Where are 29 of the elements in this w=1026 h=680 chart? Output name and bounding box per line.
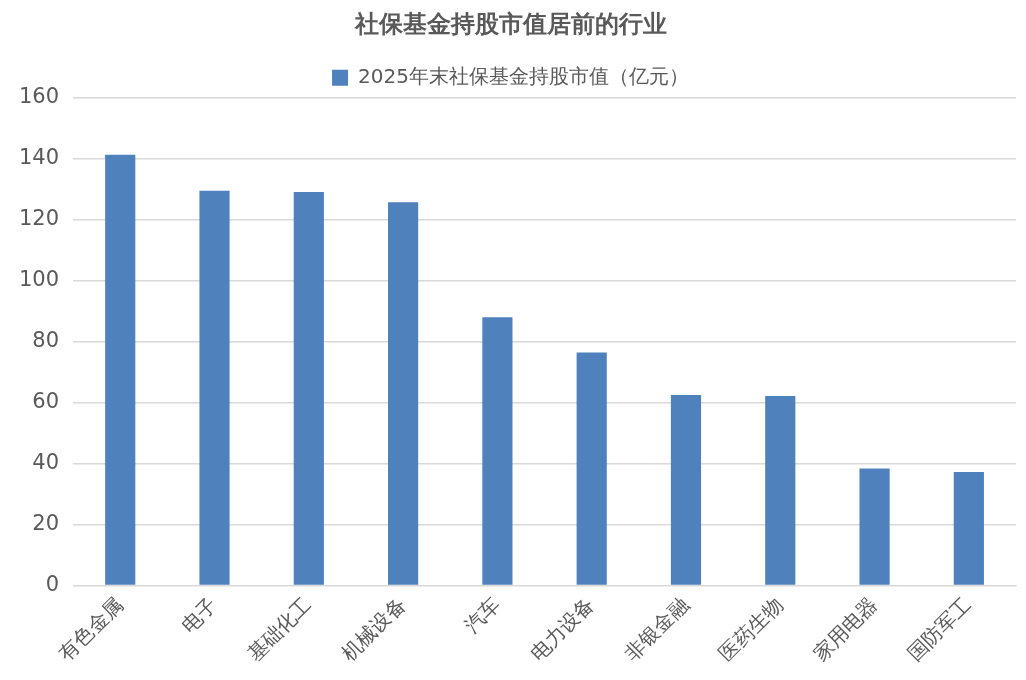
y-tick-label: 20 <box>32 510 60 535</box>
x-tick-label: 机械设备 <box>336 592 411 666</box>
y-tick-label: 140 <box>18 145 60 170</box>
x-tick-label: 家用电器 <box>808 592 882 666</box>
bar <box>293 191 324 585</box>
bar <box>859 468 890 585</box>
legend-label: 2025年末社保基金持股市值（亿元） <box>358 64 689 88</box>
y-tick-label: 80 <box>32 328 60 353</box>
bar <box>105 154 136 585</box>
x-tick-label: 国防军工 <box>902 592 977 666</box>
y-tick-label: 120 <box>18 206 60 231</box>
y-tick-label: 40 <box>32 450 60 474</box>
bar <box>953 472 984 585</box>
bar <box>576 352 607 585</box>
x-tick-label: 非银金融 <box>619 592 694 666</box>
x-tick-label: 医药生物 <box>713 592 788 666</box>
y-tick-label: 60 <box>32 389 60 414</box>
x-tick-label: 汽车 <box>459 592 505 638</box>
bar <box>765 395 796 585</box>
y-tick-label: 160 <box>18 84 60 109</box>
chart-title: 社保基金持股市值居前的行业 <box>353 9 667 38</box>
bar <box>388 202 419 585</box>
x-tick-label: 基础化工 <box>242 592 317 666</box>
x-tick-label: 电子 <box>176 592 222 638</box>
bar <box>482 317 513 585</box>
bar <box>199 190 230 585</box>
bar <box>670 394 702 585</box>
x-tick-label: 电力设备 <box>525 592 599 666</box>
y-tick-label: 100 <box>18 267 60 292</box>
